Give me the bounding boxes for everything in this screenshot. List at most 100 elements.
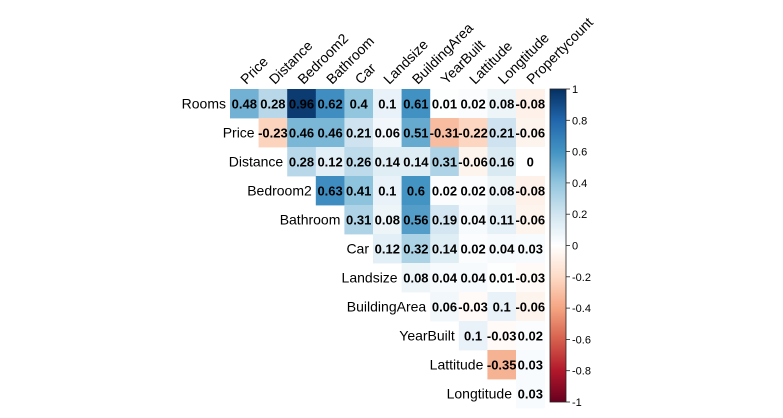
colorbar-gradient bbox=[549, 88, 567, 403]
colorbar-tick-label: 0.8 bbox=[572, 115, 587, 127]
heatmap-cell bbox=[458, 234, 488, 264]
heatmap-cell bbox=[344, 205, 374, 235]
cell-value-label: 0.08 bbox=[403, 271, 428, 286]
heatmap-cell bbox=[373, 176, 402, 206]
heatmap-cell bbox=[516, 321, 545, 351]
cell-value-label: 0.02 bbox=[518, 329, 543, 344]
colorbar-tick-label: 0.2 bbox=[572, 209, 587, 221]
heatmap-cell bbox=[487, 205, 517, 235]
row-labels: Rooms Price Distance Bedroom2 Bathroom Car Lan… bbox=[182, 96, 513, 402]
heatmap-cell bbox=[487, 89, 517, 119]
cell-value-label: 0.12 bbox=[375, 242, 400, 257]
heatmap-cell bbox=[516, 89, 545, 119]
heatmap-cell bbox=[315, 176, 345, 206]
cell-value-label: -0.23 bbox=[258, 126, 288, 141]
cell-value-label: 0.31 bbox=[346, 213, 371, 228]
heatmap-cell bbox=[315, 89, 345, 119]
row-label: Landsize bbox=[342, 270, 398, 286]
cell-value-label: 0.04 bbox=[489, 242, 515, 257]
cell-value-label: -0.22 bbox=[458, 126, 488, 141]
heatmap-cell bbox=[401, 263, 431, 293]
cell-value-label: 0.03 bbox=[518, 387, 543, 402]
heatmap-cell bbox=[516, 292, 545, 322]
heatmap-cell bbox=[487, 292, 517, 322]
heatmap-cell bbox=[430, 147, 460, 177]
cell-value-label: 0.12 bbox=[317, 155, 342, 170]
colorbar-tick-label: -0.2 bbox=[572, 272, 591, 284]
cell-value-label: 0.63 bbox=[317, 184, 342, 199]
row-label: Bedroom2 bbox=[247, 183, 312, 199]
heatmap-cell bbox=[487, 350, 517, 380]
colorbar-tick-label: -0.4 bbox=[572, 303, 591, 315]
heatmap-cell bbox=[315, 118, 345, 148]
cell-value-label: 0.1 bbox=[493, 300, 511, 315]
heatmap-cell bbox=[287, 118, 317, 148]
cell-value-label: 0.02 bbox=[432, 184, 457, 199]
cell-value-label: 0.28 bbox=[260, 97, 285, 112]
heatmap-cell bbox=[401, 176, 431, 206]
heatmap-cell bbox=[430, 89, 460, 119]
heatmap-cell bbox=[458, 89, 488, 119]
cell-value-label: 0.19 bbox=[432, 213, 457, 228]
cell-value-label: 0.21 bbox=[346, 126, 371, 141]
heatmap-cell bbox=[487, 176, 517, 206]
heatmap-cell bbox=[344, 118, 374, 148]
colorbar-tick-label: 0 bbox=[572, 241, 578, 253]
heatmap-cell bbox=[430, 292, 460, 322]
row-label: Car bbox=[346, 241, 369, 257]
cell-value-label: 0.08 bbox=[375, 213, 400, 228]
colorbar-tick-label: 0.4 bbox=[572, 178, 587, 190]
cell-value-label: 0.02 bbox=[460, 97, 485, 112]
cell-value-label: -0.03 bbox=[515, 271, 545, 286]
row-label: BuildingArea bbox=[347, 299, 427, 315]
heatmap-cell bbox=[458, 118, 488, 148]
heatmap-cell bbox=[401, 89, 431, 119]
cell-value-label: -0.31 bbox=[430, 126, 460, 141]
colorbar-tick-label: -0.6 bbox=[572, 334, 591, 346]
cell-value-label: 0.04 bbox=[432, 271, 458, 286]
heatmap-cell bbox=[430, 118, 460, 148]
cell-value-label: 0.31 bbox=[432, 155, 457, 170]
cell-value-label: 0.26 bbox=[346, 155, 371, 170]
cell-value-label: 0.11 bbox=[489, 213, 514, 228]
cell-value-label: 0.62 bbox=[317, 97, 342, 112]
heatmap-cell bbox=[373, 89, 402, 119]
heatmap-cell bbox=[516, 379, 545, 409]
heatmap-cell bbox=[230, 89, 259, 119]
cell-value-label: 0.28 bbox=[289, 155, 314, 170]
heatmap-cell bbox=[458, 263, 488, 293]
cell-value-label: 0.32 bbox=[403, 242, 428, 257]
heatmap-cell bbox=[401, 147, 431, 177]
row-label: Lattitude bbox=[430, 357, 484, 373]
heatmap-cell bbox=[458, 321, 488, 351]
heatmap-cell bbox=[401, 205, 431, 235]
cell-value-label: 0.6 bbox=[407, 184, 425, 199]
cell-value-label: -0.35 bbox=[487, 358, 517, 373]
heatmap-cell bbox=[487, 234, 517, 264]
cell-value-label: 0.04 bbox=[460, 213, 486, 228]
heatmap-cell bbox=[373, 205, 402, 235]
cell-value-label: 0.06 bbox=[375, 126, 400, 141]
heatmap-cell bbox=[344, 147, 374, 177]
cell-value-label: 0.01 bbox=[489, 271, 514, 286]
cell-value-label: 0.04 bbox=[460, 271, 486, 286]
heatmap-cell bbox=[516, 147, 545, 177]
cell-value-label: 0 bbox=[527, 155, 534, 170]
heatmap-cell bbox=[458, 205, 488, 235]
heatmap-cell bbox=[430, 205, 460, 235]
heatmap-cell bbox=[258, 89, 288, 119]
heatmap-cell bbox=[516, 176, 545, 206]
heatmap-cell bbox=[516, 350, 545, 380]
cell-value-label: 0.08 bbox=[489, 184, 514, 199]
cell-value-label: 0.46 bbox=[289, 126, 314, 141]
heatmap-cell bbox=[516, 205, 545, 235]
cell-value-label: -0.06 bbox=[515, 213, 545, 228]
cell-value-label: 0.03 bbox=[518, 358, 543, 373]
cell-value-label: 0.1 bbox=[464, 329, 482, 344]
cell-value-label: 0.1 bbox=[378, 184, 396, 199]
heatmap-cell bbox=[516, 234, 545, 264]
cell-value-label: 0.06 bbox=[432, 300, 457, 315]
cells-layer: 0.48 0.28 0.96 0.62 0.4 0.1 0.61 0.01 0.02 0.08 -0… bbox=[230, 89, 545, 409]
colorbar-tick-label: -1 bbox=[572, 397, 582, 409]
